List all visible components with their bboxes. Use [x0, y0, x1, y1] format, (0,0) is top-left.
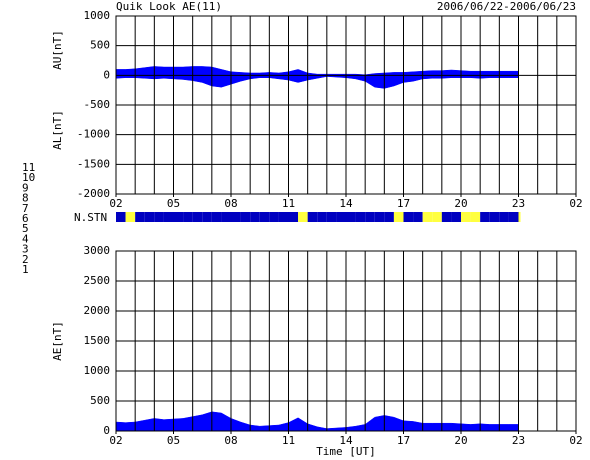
- legend-label: 11: [22, 161, 35, 174]
- y-tick-label: 1000: [84, 364, 111, 377]
- legend-label: 5: [22, 222, 29, 235]
- y-tick-label: 1500: [84, 334, 111, 347]
- x-tick-label: 23: [512, 197, 525, 210]
- station-segment: [298, 212, 308, 222]
- station-segment: [508, 212, 519, 222]
- y-tick-label: 2000: [84, 304, 111, 317]
- x-tick-label: 02: [109, 434, 122, 447]
- legend-label: 2: [22, 253, 29, 266]
- station-segment: [278, 212, 289, 222]
- station-segment: [365, 212, 375, 222]
- station-segment: [307, 212, 318, 222]
- legend-label: 10: [22, 171, 35, 184]
- x-tick-label: 02: [569, 197, 582, 210]
- y-tick-label: 2500: [84, 274, 111, 287]
- x-tick-label: 17: [397, 197, 410, 210]
- x-tick-label: 08: [224, 197, 237, 210]
- strip-label: N.STN: [74, 211, 107, 224]
- x-tick-label: 11: [282, 434, 295, 447]
- station-segment: [355, 212, 366, 222]
- area: [115, 66, 519, 76]
- station-segment: [403, 212, 414, 222]
- y-tick-label: -1000: [77, 128, 110, 141]
- y-axis-label: AE[nT]: [51, 321, 64, 361]
- y-tick-label: 0: [103, 424, 110, 437]
- station-segment: [518, 212, 521, 222]
- x-tick-label: 08: [224, 434, 237, 447]
- x-tick-label: 17: [397, 434, 410, 447]
- x-tick-label: 20: [454, 197, 467, 210]
- station-segment: [125, 212, 136, 222]
- x-tick-label: 05: [167, 434, 180, 447]
- legend-label: 7: [22, 202, 29, 215]
- station-segment: [336, 212, 346, 222]
- station-segment: [163, 212, 174, 222]
- station-segment: [269, 212, 279, 222]
- station-segment: [393, 212, 404, 222]
- y-tick-label: -1500: [77, 157, 110, 170]
- x-tick-label: 02: [109, 197, 122, 210]
- legend-label: 3: [22, 243, 29, 256]
- x-tick-label: 11: [282, 197, 295, 210]
- station-segment: [326, 212, 337, 222]
- station-segment: [116, 212, 126, 222]
- y-tick-label: 500: [90, 394, 110, 407]
- y-tick-label: -2000: [77, 187, 110, 200]
- station-segment: [317, 212, 327, 222]
- station-segment: [259, 212, 270, 222]
- area: [115, 75, 519, 89]
- plot-frame: [115, 15, 577, 195]
- x-tick-label: 14: [339, 197, 353, 210]
- x-tick-label: 02: [569, 434, 582, 447]
- station-segment: [413, 212, 423, 222]
- station-segment: [173, 212, 184, 222]
- station-segment: [480, 212, 490, 222]
- y-axis-label: AL[nT]: [51, 110, 64, 150]
- y-tick-label: -500: [84, 98, 111, 111]
- legend-label: 9: [22, 181, 29, 194]
- station-segment: [470, 212, 481, 222]
- y-tick-label: 500: [90, 39, 110, 52]
- x-tick-label: 23: [512, 434, 525, 447]
- station-segment: [346, 212, 356, 222]
- y-tick-label: 1000: [84, 9, 111, 22]
- legend-label: 6: [22, 212, 29, 225]
- station-segment: [231, 212, 241, 222]
- station-segment: [451, 212, 461, 222]
- station-segment: [422, 212, 433, 222]
- x-tick-label: 05: [167, 197, 180, 210]
- station-segment: [183, 212, 193, 222]
- plot-frame: [115, 250, 577, 432]
- station-segment: [211, 212, 222, 222]
- station-segment: [154, 212, 164, 222]
- station-segment: [135, 212, 145, 222]
- y-axis-label: AU[nT]: [51, 30, 64, 70]
- area: [115, 411, 519, 432]
- legend-label: 4: [22, 232, 29, 245]
- y-tick-label: 0: [103, 68, 110, 81]
- station-segment: [144, 212, 155, 222]
- station-segment: [192, 212, 203, 222]
- station-segment: [250, 212, 260, 222]
- x-tick-label: 14: [339, 434, 353, 447]
- station-segment: [441, 212, 452, 222]
- station-segment: [288, 212, 299, 222]
- station-segment: [432, 212, 442, 222]
- legend-label: 8: [22, 192, 29, 205]
- station-segment: [461, 212, 471, 222]
- station-segment: [499, 212, 509, 222]
- x-tick-label: 20: [454, 434, 467, 447]
- x-axis-label: Time [UT]: [316, 445, 376, 458]
- y-tick-label: 3000: [84, 244, 111, 257]
- chart-subtitle: 2006/06/22-2006/06/23: [437, 0, 576, 13]
- station-segment: [489, 212, 500, 222]
- station-segment: [221, 212, 231, 222]
- chart-title: Quik Look AE(11): [116, 0, 222, 13]
- station-segment: [384, 212, 394, 222]
- legend-label: 1: [22, 263, 29, 276]
- station-segment: [240, 212, 251, 222]
- station-segment: [202, 212, 212, 222]
- station-segment: [374, 212, 385, 222]
